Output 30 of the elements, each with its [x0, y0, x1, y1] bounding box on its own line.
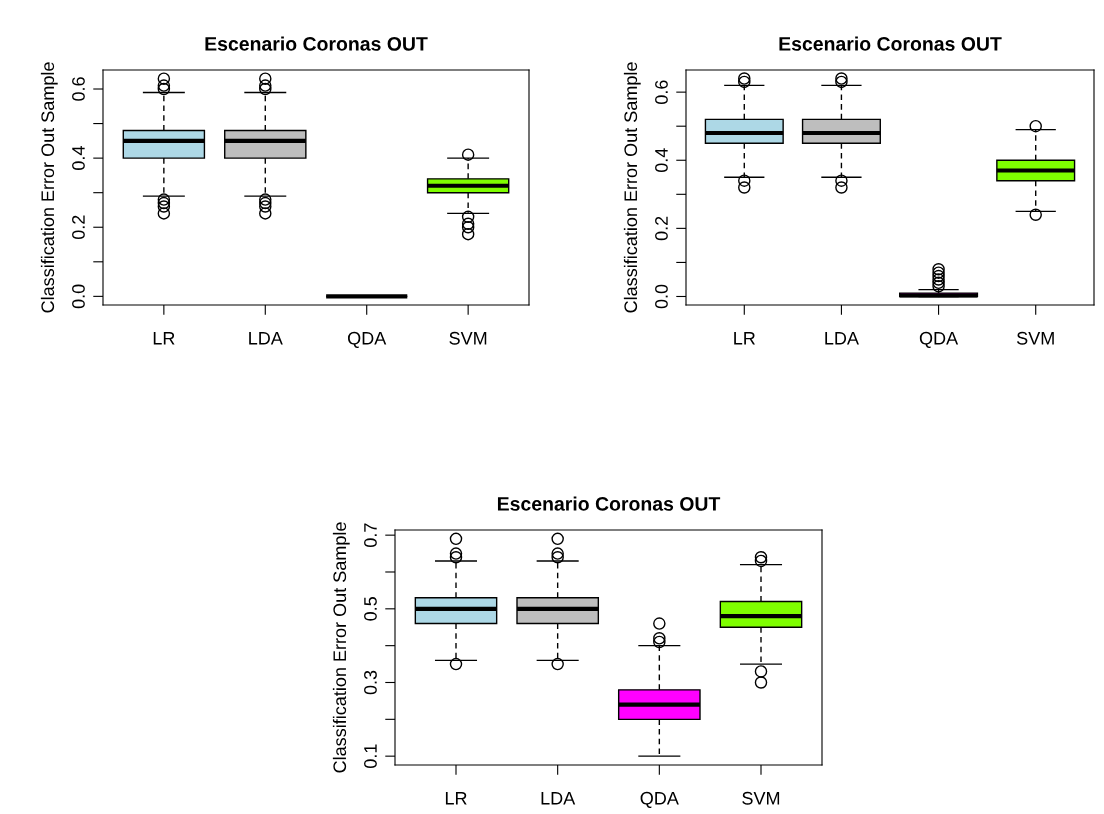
x-tick-label: QDA	[919, 331, 959, 348]
x-tick-label: LDA	[249, 332, 283, 345]
y-tick-label: 0.5	[364, 597, 377, 621]
chart-title: Escenario Coronas OUT	[497, 496, 721, 511]
x-tick-label: LR	[153, 332, 175, 345]
y-tick-label: 0.4	[655, 148, 668, 173]
x-tick-label: QDA	[348, 331, 387, 348]
y-tick-label: 0.0	[655, 284, 668, 309]
chart-title: Escenario Coronas OUT	[779, 36, 1002, 51]
chart-title: Escenario Coronas OUT	[205, 36, 428, 51]
y-tick-label: 0.0	[72, 284, 85, 309]
y-axis-title: Classification Error Out Sample	[332, 522, 350, 773]
x-tick-label: SVM	[742, 791, 780, 805]
y-tick-label: 0.7	[364, 523, 377, 547]
y-axis-title: Classification Error Out Sample	[40, 62, 58, 313]
x-tick-label: SVM	[449, 331, 487, 345]
x-tick-label: LR	[445, 792, 467, 805]
y-tick-label: 0.1	[364, 744, 377, 768]
x-tick-label: SVM	[1016, 331, 1054, 345]
x-tick-label: QDA	[640, 791, 679, 808]
y-axis-title: Classification Error Out Sample	[623, 62, 641, 313]
x-tick-label: LR	[734, 332, 755, 345]
x-tick-label: LDA	[541, 792, 576, 805]
y-tick-label: 0.2	[655, 216, 668, 241]
y-tick-label: 0.6	[72, 77, 85, 101]
x-tick-label: LDA	[825, 332, 859, 345]
y-tick-label: 0.3	[364, 670, 377, 695]
y-tick-label: 0.6	[655, 80, 668, 104]
y-tick-label: 0.2	[72, 215, 85, 240]
y-tick-label: 0.4	[72, 146, 85, 170]
